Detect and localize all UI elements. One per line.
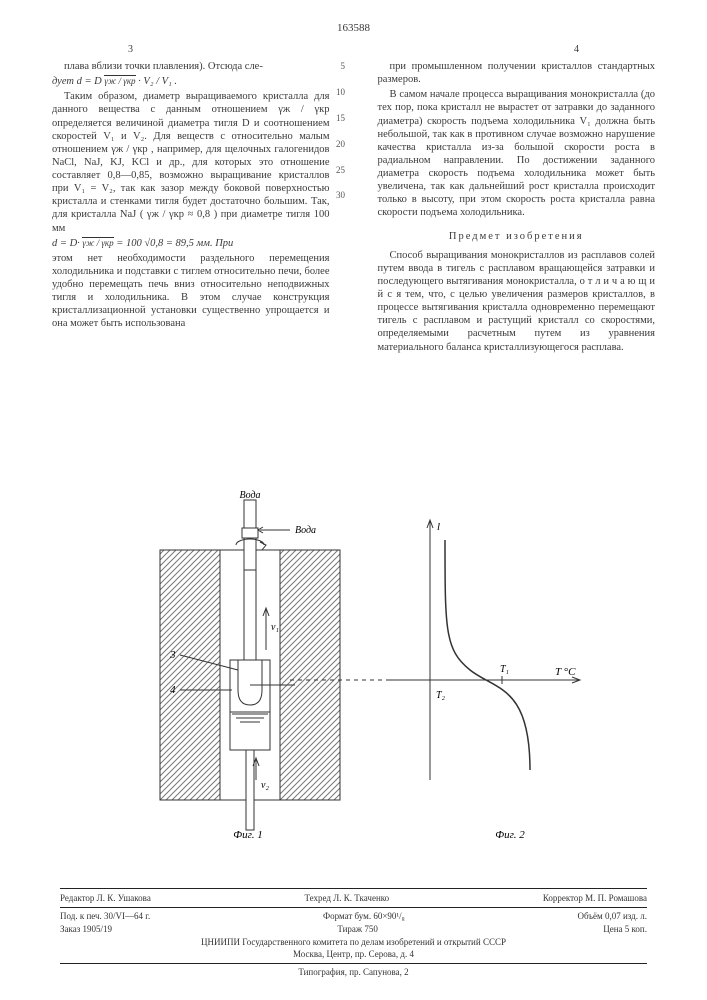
right-p3: Способ выращивания монокристаллов из рас… bbox=[378, 249, 656, 354]
print-date: Под. к печ. 30/VI—64 г. bbox=[60, 911, 150, 922]
rod-collar bbox=[242, 528, 258, 538]
l-axis-label: l bbox=[437, 521, 440, 533]
paper-format: Формат бум. 60×90¹/₈ bbox=[323, 911, 405, 922]
v2-label: v₂ bbox=[261, 780, 269, 791]
text-columns: плава вблизи точки плавления). Отсюда сл… bbox=[52, 60, 655, 356]
t-axis-label: T °C bbox=[555, 666, 576, 678]
corrector-credit: Корректор М. П. Ромашова bbox=[543, 893, 647, 904]
publisher-address: Москва, Центр, пр. Серова, д. 4 bbox=[60, 949, 647, 960]
equation-2: d = D· γж / γкр = 100 √0,8 = 89,5 мм. Пр… bbox=[52, 237, 330, 250]
fig2-label: Фиг. 2 bbox=[495, 829, 525, 841]
v1-label: v₁ bbox=[271, 622, 279, 633]
t2-label: T₂ bbox=[436, 690, 446, 701]
arrowhead-icon bbox=[260, 542, 266, 550]
t1-label: T₁ bbox=[500, 664, 509, 675]
callout-4: 4 bbox=[170, 684, 176, 696]
figures-svg: Вода Вода bbox=[140, 490, 600, 850]
order-number: Заказ 1905/19 bbox=[60, 924, 112, 935]
crucible-rod bbox=[246, 750, 254, 830]
right-p1: при промышленном получении кристаллов ст… bbox=[378, 60, 656, 86]
editor-credit: Редактор Л. К. Ушакова bbox=[60, 893, 151, 904]
page: 163588 3 4 5 10 15 20 25 30 плава вблизи… bbox=[0, 0, 707, 1000]
left-column: плава вблизи точки плавления). Отсюда сл… bbox=[52, 60, 354, 356]
tirage: Тираж 750 bbox=[337, 924, 378, 935]
left-p1: плава вблизи точки плавления). Отсюда сл… bbox=[52, 60, 330, 73]
publisher-line: ЦНИИПИ Государственного комитета по дела… bbox=[60, 937, 647, 948]
imprint-footer: Редактор Л. К. Ушакова Техред Л. К. Ткач… bbox=[60, 885, 647, 979]
right-column: при промышленном получении кристаллов ст… bbox=[354, 60, 656, 356]
figures: Вода Вода bbox=[140, 490, 600, 850]
right-p2: В самом начале процесса выращивания моно… bbox=[378, 88, 656, 219]
doc-number: 163588 bbox=[0, 22, 707, 36]
left-p2: Таким образом, диаметр выращиваемого кри… bbox=[52, 90, 330, 234]
temperature-curve bbox=[445, 540, 530, 770]
callout-3: 3 bbox=[169, 649, 176, 661]
equation-1: дует d = D γж / γкр · V₂ / V₁ . bbox=[52, 75, 330, 88]
tech-credit: Техред Л. К. Ткаченко bbox=[304, 893, 389, 904]
water-side-label: Вода bbox=[295, 525, 316, 536]
claim-heading: Предмет изобретения bbox=[378, 230, 656, 243]
page-number-right: 4 bbox=[574, 44, 579, 57]
price: Цена 5 коп. bbox=[603, 924, 647, 935]
water-top-label: Вода bbox=[239, 490, 260, 501]
page-number-left: 3 bbox=[128, 44, 133, 57]
crystal bbox=[238, 660, 262, 705]
left-p3: этом нет необходимости раздельного перем… bbox=[52, 252, 330, 331]
volume: Объём 0,07 изд. л. bbox=[578, 911, 647, 922]
typography-line: Типография, пр. Сапунова, 2 bbox=[60, 967, 647, 978]
fig1-label: Фиг. 1 bbox=[233, 829, 263, 841]
